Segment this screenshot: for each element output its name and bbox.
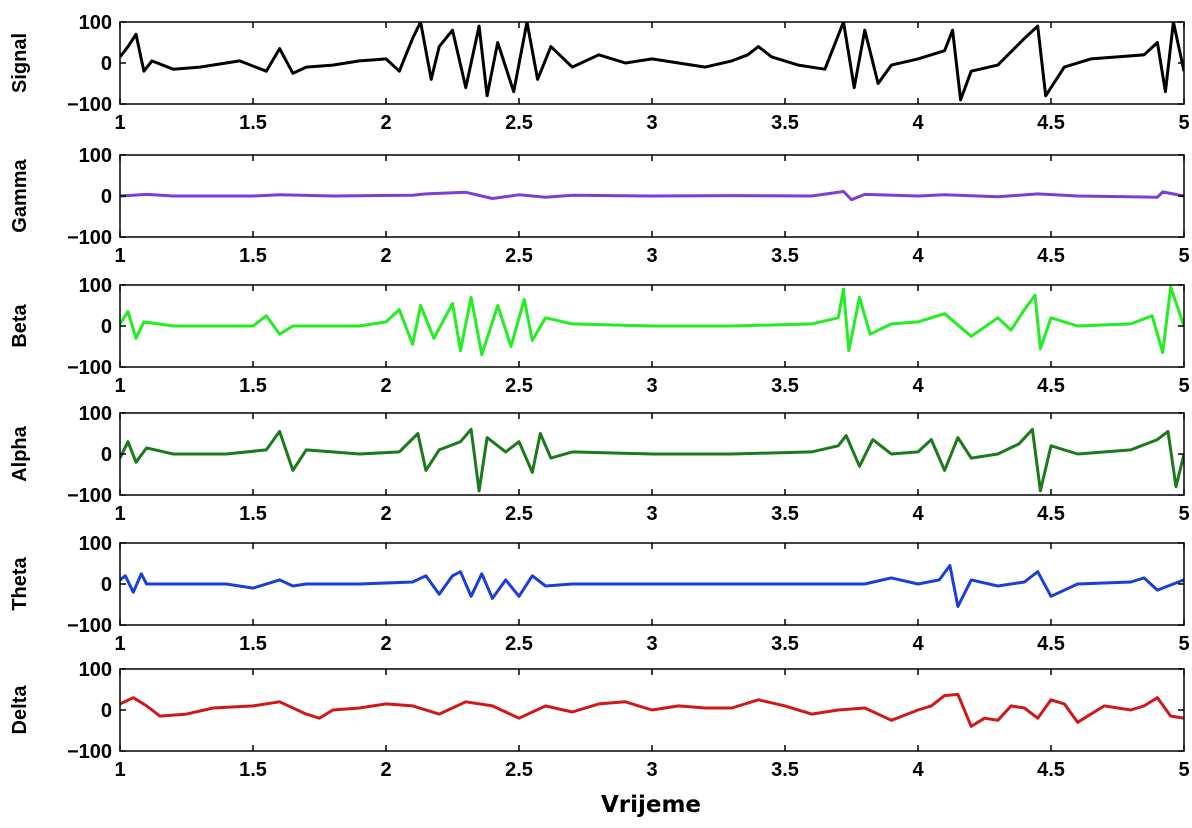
y-tick-label: −100 <box>67 615 112 637</box>
y-tick-label: 0 <box>101 444 112 466</box>
y-axis-label: Beta <box>9 303 31 347</box>
x-tick-label: 2 <box>380 503 391 525</box>
y-tick-label: 100 <box>79 275 112 297</box>
x-tick-label: 5 <box>1178 503 1189 525</box>
x-tick-label: 2 <box>380 375 391 397</box>
y-tick-label: −100 <box>67 485 112 507</box>
y-tick-label: 0 <box>101 186 112 208</box>
x-tick-label: 3.5 <box>771 375 799 397</box>
x-tick-label: 5 <box>1178 759 1189 781</box>
x-tick-label: 3.5 <box>771 633 799 655</box>
x-tick-label: 3.5 <box>771 759 799 781</box>
x-tick-label: 3 <box>646 112 657 134</box>
x-tick-label: 5 <box>1178 633 1189 655</box>
series-line <box>120 22 1184 102</box>
series-line <box>120 692 1184 728</box>
axes-box <box>119 21 1185 105</box>
x-tick-label: 2.5 <box>505 759 533 781</box>
x-tick-label: 1 <box>114 245 125 267</box>
x-tick-label: 2 <box>380 759 391 781</box>
subplot-alpha: 1 1.5 2 2.5 3 3.5 4 4.5 5 −100 0 100 Alpha <box>9 403 1190 525</box>
y-axis-label: Signal <box>9 33 31 93</box>
x-tick-label: 1.5 <box>239 245 267 267</box>
y-axis-label: Gamma <box>9 158 31 232</box>
x-tick-label: 2.5 <box>505 375 533 397</box>
y-tick-label: 100 <box>79 403 112 425</box>
y-tick-label: 100 <box>79 145 112 167</box>
y-axis-label: Alpha <box>9 425 31 481</box>
x-tick-label: 4.5 <box>1037 375 1065 397</box>
x-tick-label: 4 <box>912 759 924 781</box>
y-axis-label: Theta <box>9 556 31 610</box>
y-tick-label: 0 <box>101 316 112 338</box>
x-tick-label: 1 <box>114 375 125 397</box>
x-tick-label: 4 <box>912 503 924 525</box>
x-tick-label: 2 <box>380 633 391 655</box>
subplot-signal: 1 1.5 2 2.5 3 3.5 4 4.5 5 −100 0 100 Signal <box>9 12 1190 134</box>
x-tick-label: 5 <box>1178 375 1189 397</box>
series-line <box>120 427 1184 493</box>
x-tick-label: 1 <box>114 633 125 655</box>
x-tick-label: 1 <box>114 759 125 781</box>
subplot-beta: 1 1.5 2 2.5 3 3.5 4 4.5 5 −100 0 100 Beta <box>9 275 1190 397</box>
x-tick-label: 2 <box>380 245 391 267</box>
x-tick-label: 4.5 <box>1037 759 1065 781</box>
y-tick-label: −100 <box>67 227 112 249</box>
x-tick-label: 1 <box>114 503 125 525</box>
subplot-gamma: 1 1.5 2 2.5 3 3.5 4 4.5 5 −100 0 100 Gamma <box>9 145 1190 267</box>
x-tick-label: 3 <box>646 633 657 655</box>
x-tick-label: 2 <box>380 112 391 134</box>
x-tick-label: 3 <box>646 245 657 267</box>
x-tick-label: 4.5 <box>1037 503 1065 525</box>
x-tick-label: 1.5 <box>239 375 267 397</box>
x-tick-label: 2.5 <box>505 503 533 525</box>
y-axis-label: Delta <box>9 685 31 735</box>
x-tick-label: 5 <box>1178 112 1189 134</box>
y-tick-label: −100 <box>67 357 112 379</box>
series-line <box>120 190 1184 202</box>
x-tick-label: 3.5 <box>771 245 799 267</box>
y-tick-label: −100 <box>67 741 112 763</box>
x-tick-label: 4.5 <box>1037 633 1065 655</box>
x-tick-label: 1.5 <box>239 503 267 525</box>
y-tick-label: 100 <box>79 12 112 34</box>
x-tick-label: 3.5 <box>771 112 799 134</box>
x-tick-label: 1.5 <box>239 112 267 134</box>
y-tick-label: 0 <box>101 53 112 75</box>
x-tick-label: 4.5 <box>1037 245 1065 267</box>
x-tick-label: 1 <box>114 112 125 134</box>
y-tick-label: 100 <box>79 659 112 681</box>
y-tick-label: 100 <box>79 533 112 555</box>
x-tick-label: 4 <box>912 633 924 655</box>
y-tick-label: 0 <box>101 574 112 596</box>
y-tick-label: 0 <box>101 700 112 722</box>
y-tick-label: −100 <box>67 94 112 116</box>
x-tick-label: 2.5 <box>505 245 533 267</box>
series-line <box>120 564 1184 608</box>
x-axis-label: Vrijeme <box>601 792 701 818</box>
x-tick-label: 3.5 <box>771 503 799 525</box>
subplot-delta: 1 1.5 2 2.5 3 3.5 4 4.5 5 −100 0 100 Delta <box>9 659 1190 781</box>
x-tick-label: 1.5 <box>239 759 267 781</box>
x-tick-label: 4 <box>912 245 924 267</box>
series-line <box>120 285 1184 357</box>
x-tick-label: 5 <box>1178 245 1189 267</box>
subplot-theta: 1 1.5 2 2.5 3 3.5 4 4.5 5 −100 0 100 Theta <box>9 533 1190 655</box>
x-tick-label: 3 <box>646 375 657 397</box>
x-tick-label: 3 <box>646 759 657 781</box>
x-tick-label: 4 <box>912 112 924 134</box>
x-tick-label: 2.5 <box>505 633 533 655</box>
x-tick-label: 4 <box>912 375 924 397</box>
x-tick-label: 1.5 <box>239 633 267 655</box>
x-tick-label: 4.5 <box>1037 112 1065 134</box>
x-tick-label: 3 <box>646 503 657 525</box>
x-tick-label: 2.5 <box>505 112 533 134</box>
